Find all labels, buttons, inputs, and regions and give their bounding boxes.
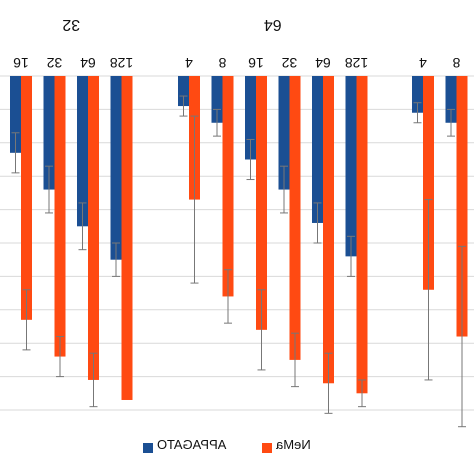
bar-nema — [121, 76, 133, 400]
bar-appagato — [278, 76, 290, 190]
legend-label-nema: NeMa — [275, 437, 310, 452]
bar-appagato — [178, 76, 189, 107]
bar-nema — [323, 76, 334, 384]
bar-nema — [54, 76, 66, 357]
category-label: 8 — [218, 55, 226, 71]
bars — [10, 76, 468, 428]
legend: APPAGATO NeMa — [143, 437, 311, 453]
gridlines — [0, 75, 474, 411]
bar-nema — [88, 76, 99, 380]
category-label: 128 — [110, 55, 134, 71]
category-label: 32 — [47, 55, 63, 71]
bar-appagato — [10, 76, 21, 153]
category-label: 32 — [282, 55, 298, 71]
bar-appagato — [43, 76, 55, 190]
bar-nema — [356, 76, 368, 394]
bar-appagato — [345, 76, 357, 257]
category-label: 64 — [80, 55, 96, 71]
bar-nema — [256, 76, 267, 330]
bar-appagato — [245, 76, 256, 160]
bar-appagato — [412, 76, 423, 113]
group-label: 64 — [264, 16, 282, 33]
legend-swatch-appagato — [143, 443, 153, 453]
bar-nema — [456, 76, 468, 337]
category-label: 128 — [345, 55, 369, 71]
legend-swatch-nema — [262, 443, 272, 453]
group-label: 32 — [62, 16, 80, 33]
category-label: 8 — [452, 55, 460, 71]
bar-nema — [289, 76, 301, 360]
bar-nema — [423, 76, 434, 290]
bar-nema — [21, 76, 32, 320]
bar-appagato — [445, 76, 457, 123]
bar-appagato — [312, 76, 323, 223]
category-label: 16 — [13, 55, 29, 71]
category-label: 4 — [185, 55, 193, 71]
bar-appagato — [110, 76, 122, 260]
category-label: 16 — [248, 55, 264, 71]
bar-nema — [222, 76, 234, 297]
category-label: 64 — [315, 55, 331, 71]
group-labels: 32 64 — [62, 16, 281, 33]
category-labels: 16 32 64 128 4 8 16 32 64 128 4 8 — [13, 55, 460, 71]
legend-label-appagato: APPAGATO — [157, 437, 226, 452]
bar-appagato — [211, 76, 223, 123]
category-label: 4 — [419, 55, 427, 71]
bar-appagato — [77, 76, 88, 227]
